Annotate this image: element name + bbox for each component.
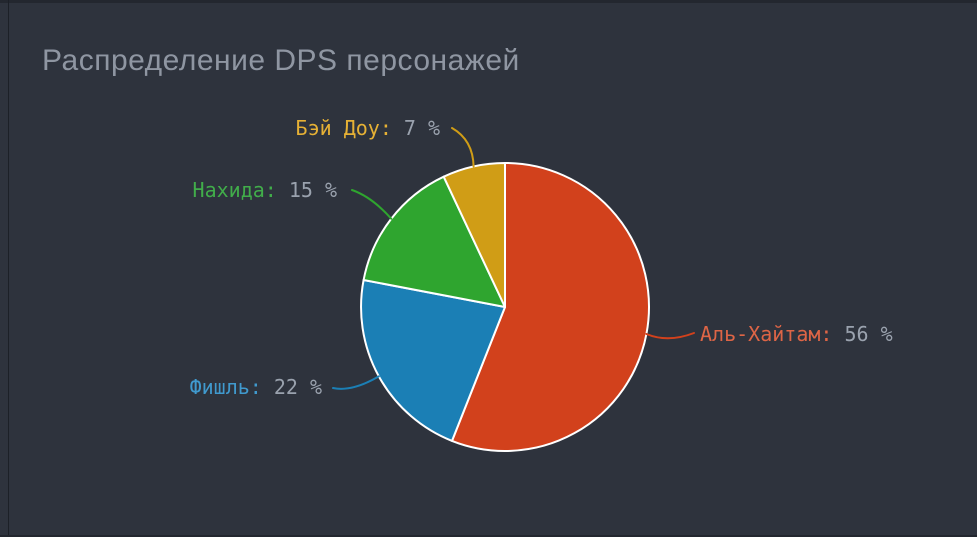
slice-name-label: Аль-Хайтам: [700, 322, 833, 346]
slice-value-label: 56 % [844, 322, 893, 346]
pie-label-bey-dou: Бэй Доу: 7 % [296, 116, 440, 140]
pie-label-nakhida: Нахида: 15 % [193, 178, 337, 202]
leader-line [451, 127, 475, 168]
pie-label-fishl: Фишль: 22 % [190, 375, 322, 399]
slice-name-label: Фишль: [189, 375, 262, 399]
pie-label-al-khaytam: Аль-Хайтам: 56 % [700, 322, 893, 346]
slice-name-label: Бэй Доу: [295, 116, 392, 140]
window-bottom-edge [0, 535, 977, 537]
window-left-edge [8, 0, 9, 537]
leader-line [351, 189, 393, 220]
slice-value-label: 7 % [403, 116, 440, 140]
chart-title: Распределение DPS персонажей [42, 44, 520, 77]
leader-line [645, 332, 695, 340]
leader-line [332, 375, 380, 390]
window-top-edge [0, 0, 977, 3]
slice-name-label: Нахида: [192, 178, 277, 202]
slice-value-label: 15 % [288, 178, 337, 202]
slice-value-label: 22 % [273, 375, 322, 399]
